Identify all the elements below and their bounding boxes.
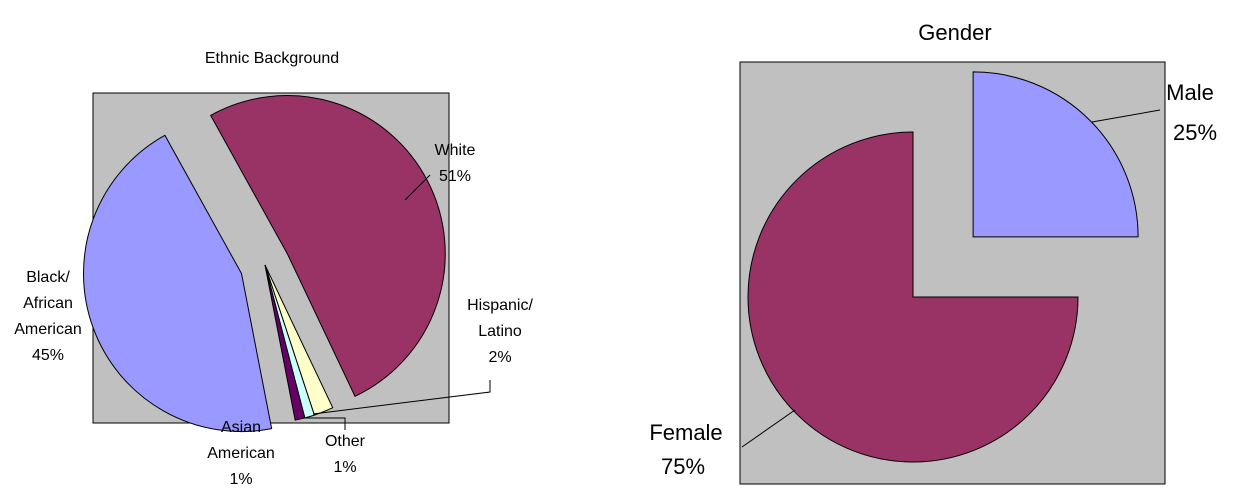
percent-black: 45%: [32, 347, 64, 364]
percent-hispanic: 2%: [488, 349, 511, 366]
label-white: White: [435, 142, 476, 159]
ethnic-chart-title: Ethnic Background: [205, 50, 339, 67]
leader-male: [1091, 109, 1161, 123]
percent-asian: 1%: [229, 471, 252, 488]
percent-female: 75%: [661, 454, 705, 479]
label-asian-line1: Asian: [221, 419, 261, 436]
ethnic-slice-white: [209, 95, 446, 397]
percent-other: 1%: [333, 459, 356, 476]
percent-white: 51%: [439, 168, 471, 185]
leader-female: [741, 409, 796, 448]
label-black-line1: Black/: [26, 269, 70, 286]
label-asian-line2: American: [207, 445, 275, 462]
leader-white: [404, 174, 431, 201]
percent-male: 25%: [1173, 120, 1217, 145]
gender-chart-title: Gender: [918, 20, 991, 45]
leader-hispanic: [312, 380, 491, 415]
label-male: Male: [1166, 80, 1214, 105]
label-hispanic-line2: Latino: [478, 323, 522, 340]
label-female: Female: [649, 420, 722, 445]
gender-slice-female: [747, 131, 1079, 463]
ethnic-slice-black-african-american: [83, 134, 273, 433]
gender-chart: Gender Male 25% Female 75%: [649, 20, 1217, 485]
gender-slice-male: [972, 71, 1139, 238]
label-black-line2: African: [23, 295, 73, 312]
label-other: Other: [325, 433, 366, 450]
label-black-line3: American: [14, 321, 82, 338]
ethnic-chart: Ethnic Background White 51% Hispanic/ La…: [14, 50, 533, 488]
label-hispanic-line1: Hispanic/: [467, 297, 533, 314]
leader-other: [302, 417, 346, 430]
